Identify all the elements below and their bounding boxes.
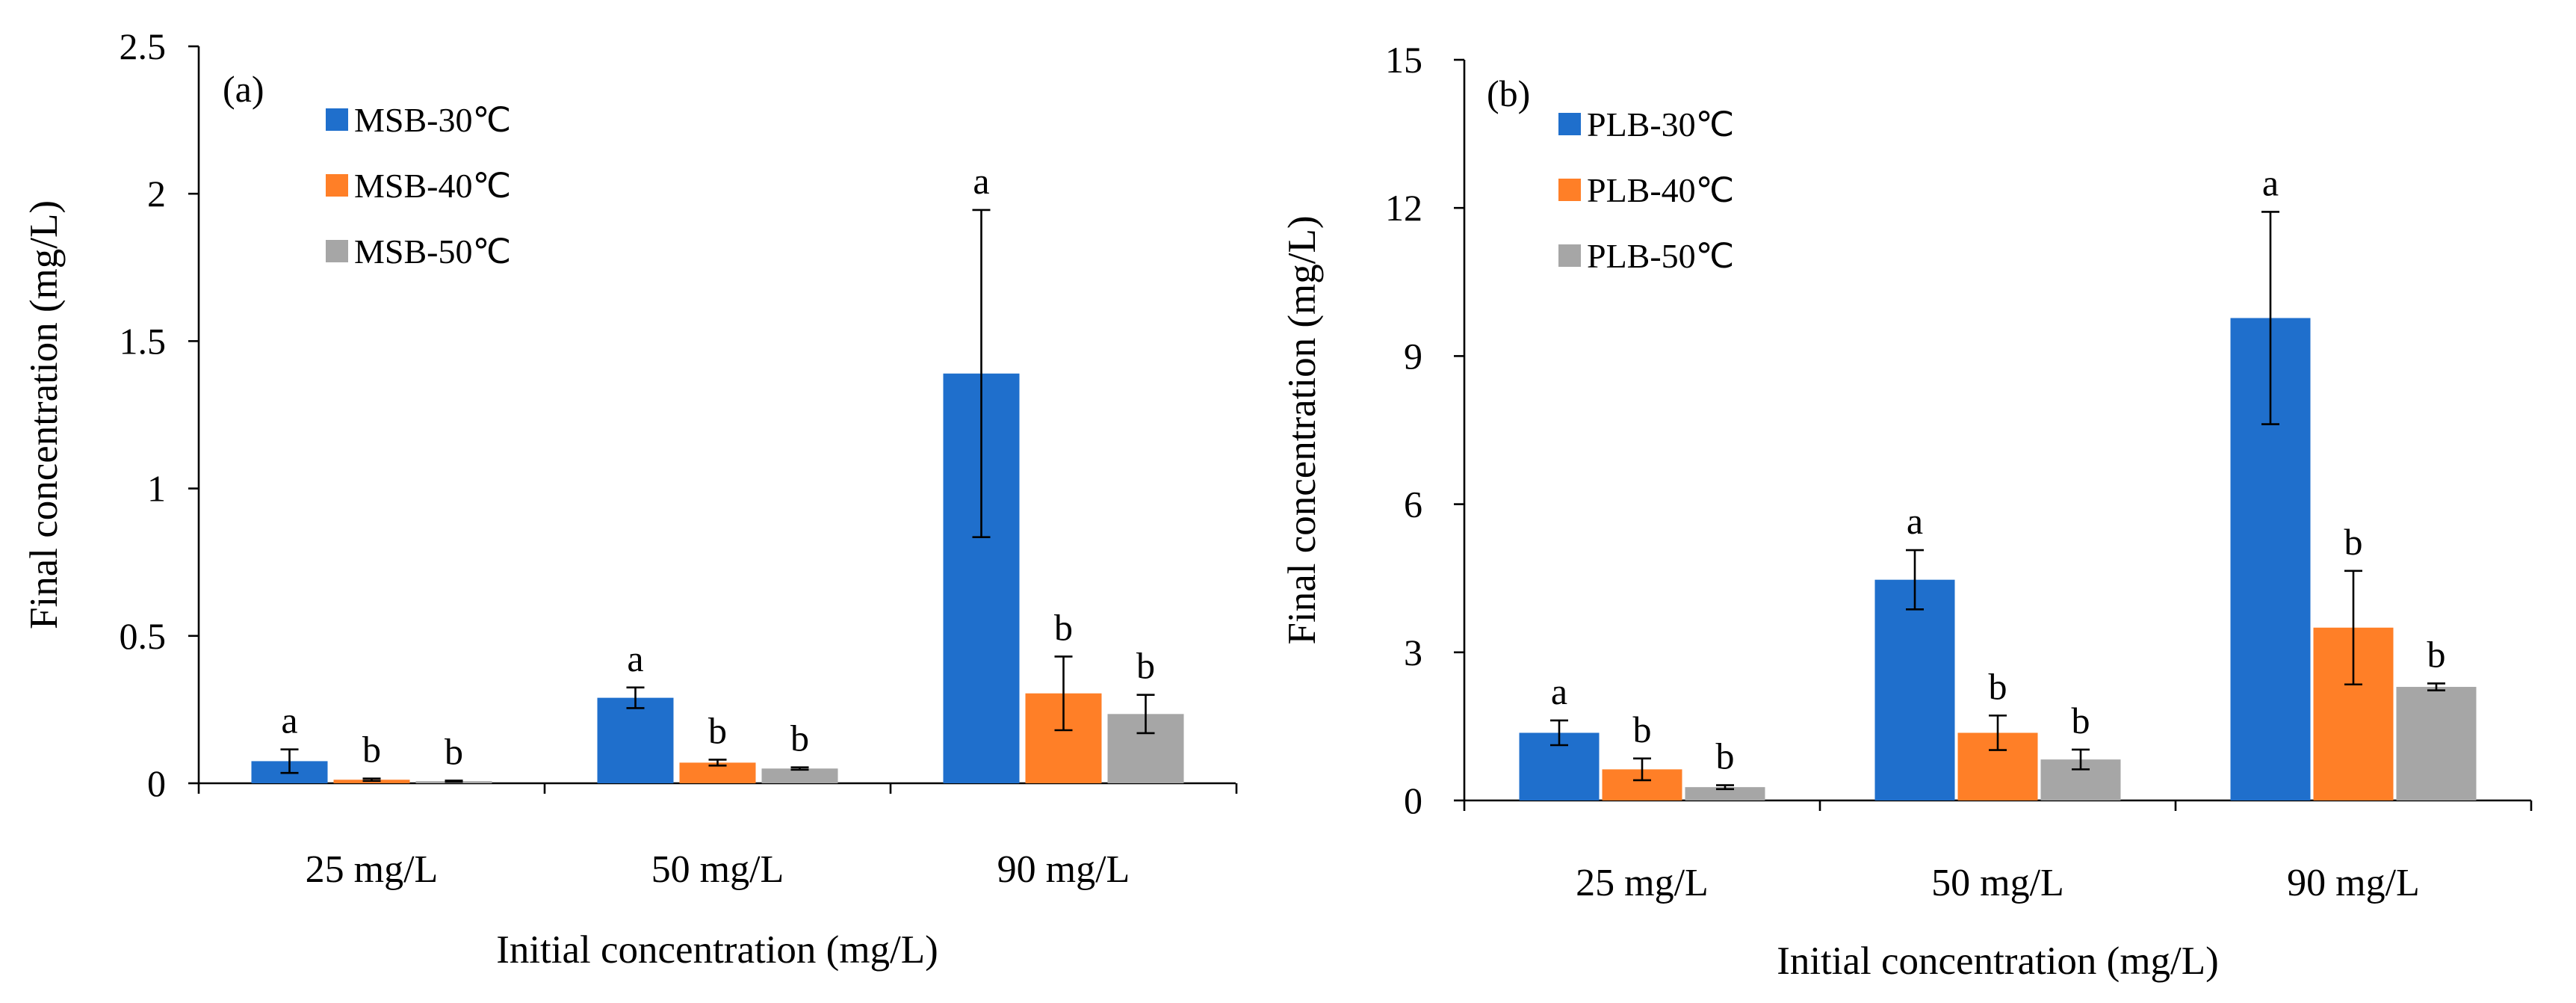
panel-b-y-tick-label: 3 — [1404, 632, 1422, 673]
panel-a-significance-letter: b — [445, 730, 463, 772]
panel-a-panel-label: (a) — [223, 68, 264, 110]
panel-b-error-bar — [1633, 757, 1651, 782]
panel-b-y-tick-label: 9 — [1404, 335, 1422, 377]
panel-a-bar — [761, 768, 838, 783]
panel-a-legend-swatch — [326, 108, 348, 131]
panel-b-significance-letter: b — [2344, 521, 2363, 563]
panel-a-y-axis-title: Final concentration (mg/L) — [22, 200, 66, 629]
panel-a-x-tick-label: 50 mg/L — [651, 848, 784, 891]
panel-a-error-bar — [708, 759, 727, 767]
panel-b-chart: 0 3 6 9 12 15 a b b 25 mg/L a b b 50 mg/L a b b 90 mg/L In… — [1281, 39, 2533, 983]
panel-a-error-bar — [362, 777, 381, 783]
panel-a-chart: 0 0.5 1 1.5 2 2.5 a b b 25 mg/L a b b 50 mg/L a b b 90 mg… — [22, 25, 1238, 972]
panel-b-error-bar — [2344, 570, 2362, 686]
panel-b-error-bar — [2072, 748, 2090, 771]
panel-a-significance-letter: b — [708, 709, 727, 751]
panel-a-significance-letter: b — [790, 717, 809, 759]
panel-b-x-tick-label: 50 mg/L — [1931, 862, 2064, 904]
panel-b-legend-label: PLB-40℃ — [1587, 171, 1734, 209]
panel-a-legend-swatch — [326, 174, 348, 197]
panel-b-legend-swatch — [1558, 113, 1581, 135]
panel-a-error-bar — [972, 209, 991, 538]
panel-b-error-bar — [1550, 719, 1568, 747]
panel-b-significance-letter: a — [1551, 670, 1567, 712]
panel-b-bar — [1874, 579, 1955, 800]
panel-a-significance-letter: b — [1136, 645, 1155, 687]
panel-a-significance-letter: a — [281, 700, 297, 741]
panel-a-y-tick-label: 1.5 — [120, 320, 167, 362]
panel-b-y-axis-title: Final concentration (mg/L) — [1281, 216, 1324, 645]
panel-a-x-axis-title: Initial concentration (mg/L) — [496, 928, 938, 972]
panel-b-error-bar — [2261, 211, 2279, 425]
panel-b-error-bar — [1906, 549, 1924, 611]
panel-a-y-tick-label: 1 — [147, 468, 166, 510]
panel-a-error-bar — [626, 686, 645, 709]
panel-b-y-tick-label: 6 — [1404, 484, 1422, 525]
panel-a-bar — [597, 697, 674, 783]
panel-b-x-tick-label: 25 mg/L — [1576, 862, 1709, 904]
panel-a-x-tick-label: 90 mg/L — [997, 848, 1130, 891]
panel-b-legend-swatch — [1558, 179, 1581, 201]
panel-b-error-bar — [1989, 715, 2007, 751]
panel-b-significance-letter: b — [1633, 709, 1652, 750]
panel-b-x-axis-title: Initial concentration (mg/L) — [1777, 939, 2219, 983]
panel-a-legend-label: MSB-40℃ — [354, 167, 511, 205]
panel-b-y-tick-label: 0 — [1404, 780, 1422, 821]
panel-b-legend-swatch — [1558, 244, 1581, 267]
panel-b-bar — [2396, 687, 2477, 800]
panel-a-error-bar — [790, 766, 809, 771]
panel-a-significance-letter: a — [973, 160, 989, 202]
panel-b-significance-letter: a — [1907, 500, 1923, 542]
panel-b-legend-label: PLB-50℃ — [1587, 237, 1734, 275]
panel-a-y-tick-label: 0 — [147, 762, 166, 804]
panel-a-error-bar — [280, 748, 299, 774]
panel-a-y-tick-label: 2 — [147, 173, 166, 215]
panel-a-error-bar — [1136, 694, 1155, 735]
panel-b-legend-label: PLB-30℃ — [1587, 105, 1734, 143]
panel-a-legend-label: MSB-30℃ — [354, 101, 511, 139]
panel-b-y-tick-label: 12 — [1385, 187, 1422, 229]
panel-b-significance-letter: a — [2262, 161, 2279, 203]
panel-b-significance-letter: b — [2427, 633, 2446, 675]
panel-b-significance-letter: b — [2072, 700, 2090, 741]
panel-b-error-bar — [1716, 784, 1734, 791]
panel-a-significance-letter: a — [627, 638, 643, 679]
panel-b-error-bar — [2427, 682, 2445, 691]
panel-b-panel-label: (b) — [1487, 72, 1530, 114]
panel-a-legend-label: MSB-50℃ — [354, 232, 511, 271]
panel-a-x-tick-label: 25 mg/L — [306, 848, 439, 891]
panel-a-error-bar — [1054, 655, 1073, 732]
panel-a-error-bar — [445, 780, 463, 783]
panel-b-bar — [1685, 787, 1765, 800]
panel-b-y-tick-label: 15 — [1385, 39, 1422, 81]
panel-a-significance-letter: b — [362, 729, 381, 771]
panel-a-legend-swatch — [326, 240, 348, 262]
panel-b-x-tick-label: 90 mg/L — [2287, 862, 2420, 904]
panel-b-significance-letter: b — [1716, 735, 1735, 777]
panel-a-y-tick-label: 0.5 — [120, 615, 167, 657]
panel-b-significance-letter: b — [1989, 665, 2007, 707]
panel-a-significance-letter: b — [1054, 606, 1073, 648]
panel-a-y-tick-label: 2.5 — [120, 25, 167, 67]
